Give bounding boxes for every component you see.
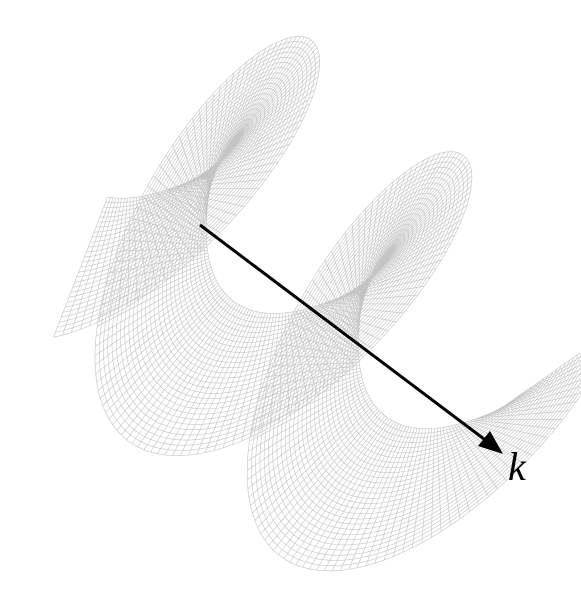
figure: k [0,0,581,591]
helicoid-mesh [54,36,581,571]
mesh-circumferential-lines [54,36,581,571]
page: {"arrow": {"label": "k"}} k (() => { con… [0,0,581,591]
wave-vector-label: k [508,444,527,489]
